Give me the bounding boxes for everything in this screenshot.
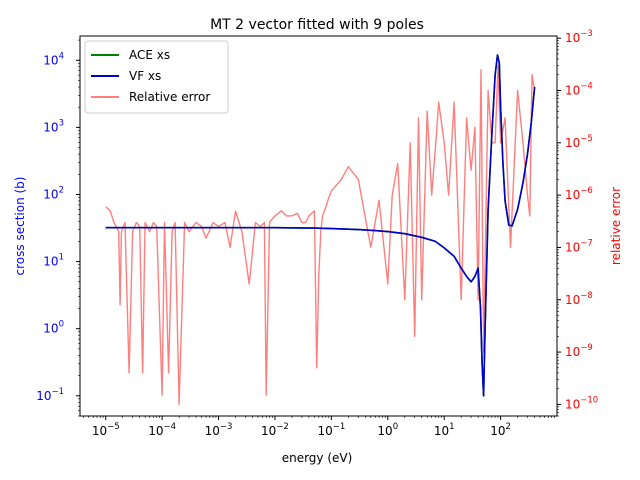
x-tick-label-exponent: −5 bbox=[107, 422, 120, 432]
x-tick-label-exponent: 2 bbox=[506, 422, 511, 432]
legend-label-vf: VF xs bbox=[129, 69, 161, 83]
y-right-tick-label-base: 10 bbox=[565, 240, 580, 254]
x-axis-title: energy (eV) bbox=[282, 451, 353, 465]
y-right-tick-label: 10−7 bbox=[565, 238, 593, 254]
x-tick-label-base: 10 bbox=[148, 424, 163, 438]
x-tick-label: 100 bbox=[377, 422, 398, 438]
x-tick-label: 10−2 bbox=[261, 422, 289, 438]
x-tick-label-exponent: −4 bbox=[164, 422, 177, 432]
chart-title: MT 2 vector fitted with 9 poles bbox=[210, 17, 424, 33]
x-tick-label-exponent: −1 bbox=[333, 422, 346, 432]
y-right-tick-label-exponent: −9 bbox=[580, 343, 593, 353]
x-tick-label-base: 10 bbox=[205, 424, 220, 438]
x-tick-label: 10−3 bbox=[205, 422, 233, 438]
plot-frame bbox=[79, 35, 558, 417]
x-tick-label-base: 10 bbox=[261, 424, 276, 438]
y-right-tick-label-exponent: −10 bbox=[580, 395, 598, 405]
x-tick-label-base: 10 bbox=[434, 424, 449, 438]
y-right-tick-label: 10−10 bbox=[565, 395, 598, 411]
y-left-tick-label-exponent: 4 bbox=[59, 51, 64, 61]
x-tick-label: 10−5 bbox=[92, 422, 120, 438]
legend-box bbox=[84, 40, 229, 114]
y-right-tick-label: 10−9 bbox=[565, 343, 593, 359]
y-right-tick-label: 10−5 bbox=[565, 134, 593, 150]
axes: 10−5 10−4 10−3 10−2 10−1 100 101 10210−11001011… bbox=[36, 29, 598, 438]
x-tick-label: 10−1 bbox=[317, 422, 345, 438]
y-right-tick-label: 10−4 bbox=[565, 81, 593, 97]
y-right-tick-label: 10−6 bbox=[565, 186, 593, 202]
y-left-tick-label: 104 bbox=[43, 51, 64, 67]
y-right-tick-label-base: 10 bbox=[565, 188, 580, 202]
x-tick-label-base: 10 bbox=[92, 424, 107, 438]
x-tick-label-exponent: 1 bbox=[449, 422, 454, 432]
y-left-tick-label-base: 10 bbox=[43, 120, 58, 134]
y-right-tick-label-base: 10 bbox=[565, 83, 580, 97]
x-tick-label-exponent: −2 bbox=[276, 422, 289, 432]
y-left-tick-label: 100 bbox=[43, 320, 64, 336]
y-left-tick-label-base: 10 bbox=[43, 255, 58, 269]
y-right-tick-label-exponent: −4 bbox=[580, 81, 593, 91]
y-left-tick-label: 101 bbox=[43, 253, 64, 269]
y-left-tick-label: 10−1 bbox=[36, 387, 64, 403]
x-tick-label: 101 bbox=[434, 422, 455, 438]
y-left-tick-label-exponent: 1 bbox=[59, 253, 64, 263]
y-right-axis-title: relative error bbox=[609, 187, 623, 265]
series-line-relative-error bbox=[105, 64, 536, 406]
x-tick-label: 102 bbox=[490, 422, 511, 438]
x-tick-label-exponent: −3 bbox=[220, 422, 233, 432]
legend-label-error: Relative error bbox=[129, 90, 210, 104]
y-right-tick-label: 10−3 bbox=[565, 29, 593, 45]
y-right-tick-label-exponent: −5 bbox=[580, 134, 593, 144]
y-right-tick-label-exponent: −7 bbox=[580, 238, 593, 248]
y-right-tick-label-base: 10 bbox=[565, 293, 580, 307]
y-left-tick-label-base: 10 bbox=[36, 389, 51, 403]
y-left-tick-label-exponent: 3 bbox=[59, 118, 64, 128]
x-tick-label-exponent: 0 bbox=[393, 422, 398, 432]
series-line-vf bbox=[105, 54, 536, 397]
x-tick-label-base: 10 bbox=[377, 424, 392, 438]
y-right-tick-label-exponent: −6 bbox=[580, 186, 593, 196]
x-tick-label: 10−4 bbox=[148, 422, 176, 438]
y-right-tick-label-base: 10 bbox=[565, 136, 580, 150]
x-tick-label-base: 10 bbox=[490, 424, 505, 438]
x-tick-label-base: 10 bbox=[317, 424, 332, 438]
y-right-tick-label: 10−8 bbox=[565, 291, 593, 307]
legend-label-ace: ACE xs bbox=[129, 48, 170, 62]
y-left-tick-label-exponent: −1 bbox=[51, 387, 64, 397]
plot-area bbox=[105, 54, 536, 406]
legend: ACE xs VF xs Relative error bbox=[84, 40, 229, 114]
y-right-tick-label-base: 10 bbox=[565, 31, 580, 45]
y-left-axis-title: cross section (b) bbox=[13, 177, 27, 276]
y-right-tick-label-exponent: −3 bbox=[580, 29, 593, 39]
y-left-tick-label-base: 10 bbox=[43, 53, 58, 67]
y-left-tick-label-base: 10 bbox=[43, 322, 58, 336]
y-right-tick-label-exponent: −8 bbox=[580, 291, 593, 301]
y-left-tick-label: 103 bbox=[43, 118, 64, 134]
y-left-tick-label-exponent: 2 bbox=[59, 185, 64, 195]
y-right-tick-label-base: 10 bbox=[565, 345, 580, 359]
y-left-tick-label-exponent: 0 bbox=[59, 320, 64, 330]
y-left-tick-label: 102 bbox=[43, 185, 64, 201]
y-left-tick-label-base: 10 bbox=[43, 187, 58, 201]
y-right-tick-label-base: 10 bbox=[565, 397, 580, 411]
